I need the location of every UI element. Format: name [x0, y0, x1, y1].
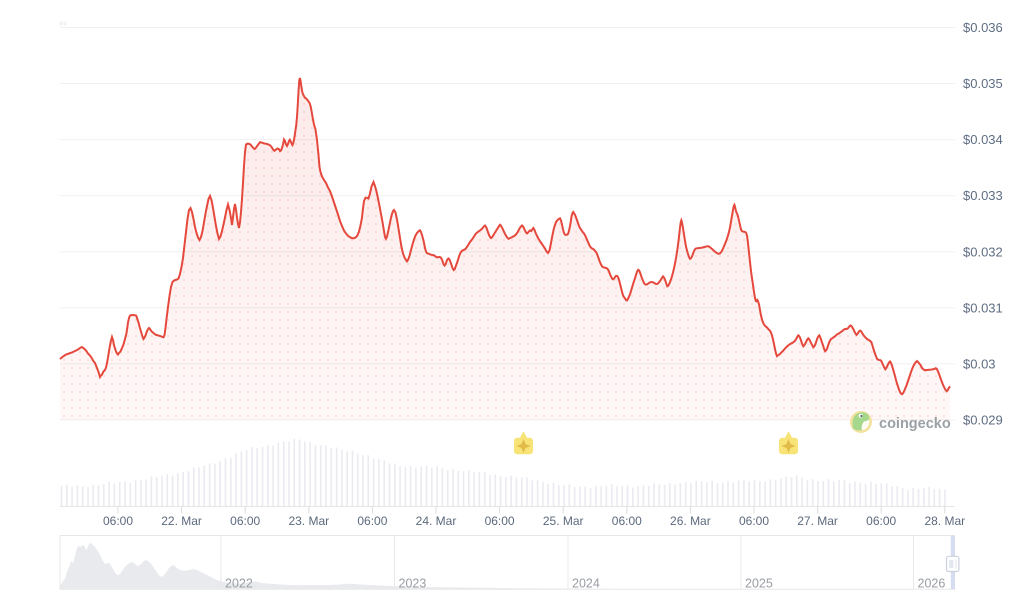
svg-text:25. Mar: 25. Mar — [543, 514, 584, 528]
svg-text:2026: 2026 — [918, 577, 946, 591]
svg-text:2024: 2024 — [572, 577, 600, 591]
svg-text:coingecko: coingecko — [879, 416, 951, 432]
svg-text:$0.029: $0.029 — [963, 412, 1003, 427]
svg-text:06:00: 06:00 — [739, 514, 769, 528]
svg-text:06:00: 06:00 — [866, 514, 896, 528]
svg-text:27. Mar: 27. Mar — [797, 514, 838, 528]
svg-text:23. Mar: 23. Mar — [288, 514, 329, 528]
svg-text:2025: 2025 — [745, 577, 773, 591]
svg-text:06:00: 06:00 — [230, 514, 260, 528]
svg-text:$0.03: $0.03 — [963, 356, 996, 371]
svg-text:06:00: 06:00 — [485, 514, 515, 528]
svg-text:$0.034: $0.034 — [963, 132, 1003, 147]
svg-text:$0.033: $0.033 — [963, 188, 1003, 203]
svg-text:06:00: 06:00 — [103, 514, 133, 528]
svg-text:$0.036: $0.036 — [963, 20, 1003, 35]
svg-text:06:00: 06:00 — [357, 514, 387, 528]
svg-text:$0.035: $0.035 — [963, 76, 1003, 91]
svg-text:24. Mar: 24. Mar — [416, 514, 457, 528]
svg-text:$0.032: $0.032 — [963, 244, 1003, 259]
svg-text:$0.031: $0.031 — [963, 300, 1003, 315]
svg-text:2022: 2022 — [225, 577, 253, 591]
svg-text:26. Mar: 26. Mar — [670, 514, 711, 528]
svg-text:06:00: 06:00 — [612, 514, 642, 528]
svg-text:22. Mar: 22. Mar — [161, 514, 202, 528]
svg-text:2023: 2023 — [399, 577, 427, 591]
svg-text:28. Mar: 28. Mar — [924, 514, 965, 528]
